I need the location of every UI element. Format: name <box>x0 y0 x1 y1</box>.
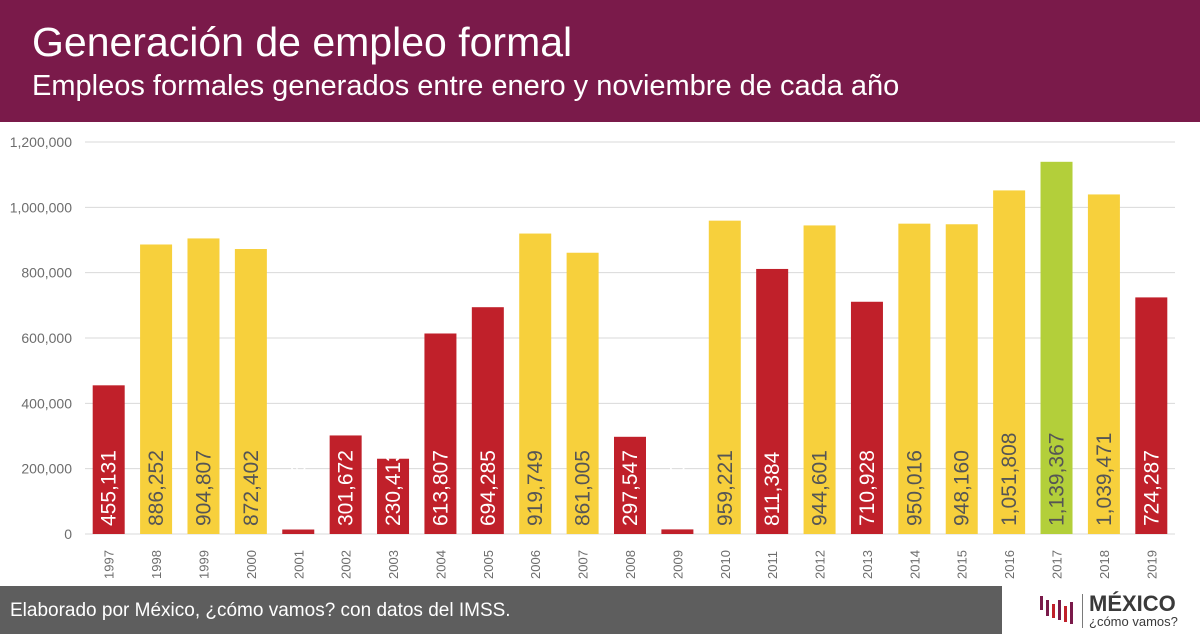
x-tick-label: 2012 <box>813 550 828 579</box>
x-tick-label: 2002 <box>339 550 354 579</box>
bar <box>1135 297 1168 534</box>
source-note: Elaborado por México, ¿cómo vamos? con d… <box>10 600 511 621</box>
x-tick-label: 2008 <box>623 550 638 579</box>
bar <box>566 252 599 534</box>
x-tick-label: 1998 <box>149 550 164 579</box>
brand-logo: MÉXICO ¿cómo vamos? <box>1034 588 1200 632</box>
header-banner: Generación de empleo formal Empleos form… <box>0 0 1200 122</box>
logo-bars-icon <box>1040 596 1073 624</box>
x-tick-label: 2019 <box>1144 550 1159 579</box>
data-label: 13,706 <box>287 462 310 526</box>
x-tick-label: 2001 <box>291 550 306 579</box>
x-tick-label: 2018 <box>1097 550 1112 579</box>
chart-title: Generación de empleo formal <box>32 19 573 65</box>
x-tick-label: 2009 <box>670 550 685 579</box>
x-tick-label: 2013 <box>860 550 875 579</box>
x-tick-label: 2006 <box>528 550 543 579</box>
bar <box>92 385 125 534</box>
data-label: 1,039,471 <box>1093 433 1116 526</box>
bar-chart: 0 200,000 400,000 600,000 800,000 1,000,000 1,… <box>10 134 1175 579</box>
data-label: 944,601 <box>809 450 832 526</box>
bar <box>661 529 694 534</box>
x-tick-label: 2005 <box>481 550 496 579</box>
y-tick-label: 1,000,000 <box>10 199 72 215</box>
x-tick-label: 2011 <box>765 551 780 579</box>
logo-separator <box>1082 594 1083 628</box>
data-label: 811,384 <box>761 451 784 526</box>
y-tick-label: 0 <box>64 526 72 542</box>
bar <box>803 225 836 534</box>
bar <box>614 436 646 534</box>
bar <box>424 333 457 534</box>
chart-subtitle: Empleos formales generados entre enero y… <box>32 70 900 102</box>
x-tick-label: 2000 <box>244 550 259 579</box>
data-label: 455,131 <box>98 450 121 526</box>
data-label: 904,807 <box>192 450 215 526</box>
bar <box>708 220 741 534</box>
data-label: 861,005 <box>572 450 595 526</box>
bar <box>140 244 173 534</box>
logo-sub-text: ¿cómo vamos? <box>1089 614 1178 629</box>
bar <box>377 458 410 534</box>
x-tick-label: 1997 <box>102 550 117 579</box>
data-label: 1,051,808 <box>998 433 1021 526</box>
x-tick-label: 2007 <box>576 550 591 579</box>
data-label: 230,413 <box>382 450 405 526</box>
bar <box>234 249 267 534</box>
y-tick-label: 200,000 <box>21 461 72 477</box>
x-tick-label: 2010 <box>718 550 733 579</box>
data-label: 872,402 <box>240 450 263 526</box>
y-tick-label: 400,000 <box>21 395 72 411</box>
data-label: 959,221 <box>714 450 737 526</box>
bar <box>993 190 1026 534</box>
bar <box>282 529 315 534</box>
bar <box>1040 161 1073 535</box>
x-tick-label: 2004 <box>433 550 448 579</box>
data-label: 14,080 <box>666 462 689 526</box>
x-tick-label: 2014 <box>907 550 922 579</box>
data-label: 710,928 <box>856 450 879 526</box>
data-label: 950,016 <box>903 450 926 526</box>
data-label: 948,160 <box>951 450 974 526</box>
data-label: 1,139,367 <box>1046 433 1069 526</box>
x-tick-label: 2016 <box>1002 550 1017 579</box>
data-label: 613,807 <box>429 450 452 526</box>
bar <box>187 238 220 534</box>
data-label: 886,252 <box>145 450 168 526</box>
bar <box>945 224 978 534</box>
bar <box>329 435 362 534</box>
bar <box>756 268 789 534</box>
x-tick-label: 1999 <box>196 550 211 579</box>
x-tick-label: 2017 <box>1050 550 1065 579</box>
y-tick-label: 800,000 <box>21 265 72 281</box>
bar <box>471 307 504 534</box>
bar <box>898 223 931 534</box>
data-label: 694,285 <box>477 450 500 526</box>
logo-main-text: MÉXICO <box>1089 591 1176 616</box>
x-tick-label: 2003 <box>386 550 401 579</box>
y-tick-label: 600,000 <box>21 330 72 346</box>
data-label: 724,287 <box>1140 450 1163 526</box>
data-label: 301,672 <box>335 450 358 526</box>
bar <box>850 301 883 534</box>
footer-bar: Elaborado por México, ¿cómo vamos? con d… <box>0 586 1002 634</box>
x-tick-label: 2015 <box>955 550 970 579</box>
bar <box>1087 194 1120 534</box>
data-label: 919,749 <box>524 450 547 526</box>
data-label: 297,547 <box>619 450 642 526</box>
y-tick-label: 1,200,000 <box>10 134 72 150</box>
bar <box>519 233 552 535</box>
